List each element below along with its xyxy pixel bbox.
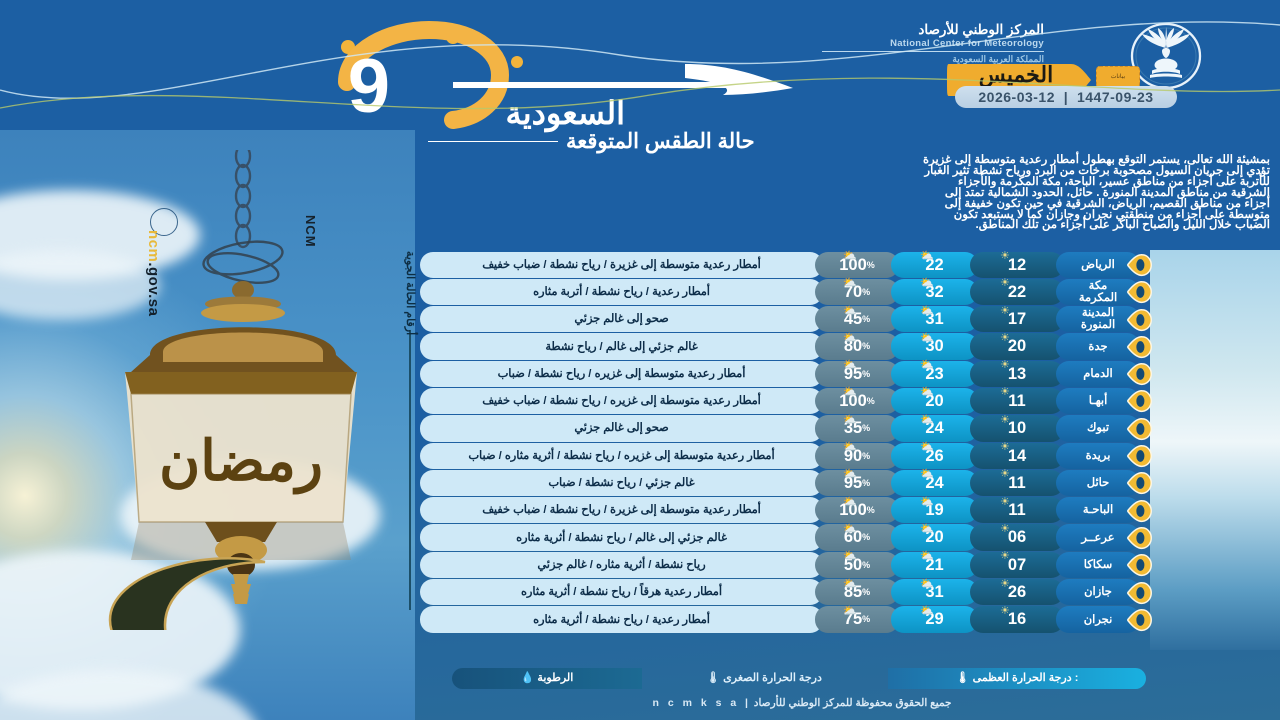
svg-text:9: 9 <box>348 44 390 129</box>
svg-text:رمضان: رمضان <box>159 429 323 495</box>
